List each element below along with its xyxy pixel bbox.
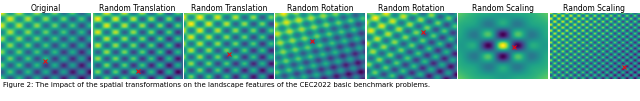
Title: Random Translation: Random Translation [99,4,176,13]
Title: Random Translation: Random Translation [191,4,267,13]
Title: Random Scaling: Random Scaling [472,4,534,13]
Text: Figure 2: The impact of the spatial transformations on the landscape features of: Figure 2: The impact of the spatial tran… [3,82,430,88]
Title: Random Scaling: Random Scaling [563,4,625,13]
Title: Random Rotation: Random Rotation [287,4,353,13]
Title: Original: Original [31,4,61,13]
Title: Random Rotation: Random Rotation [378,4,445,13]
